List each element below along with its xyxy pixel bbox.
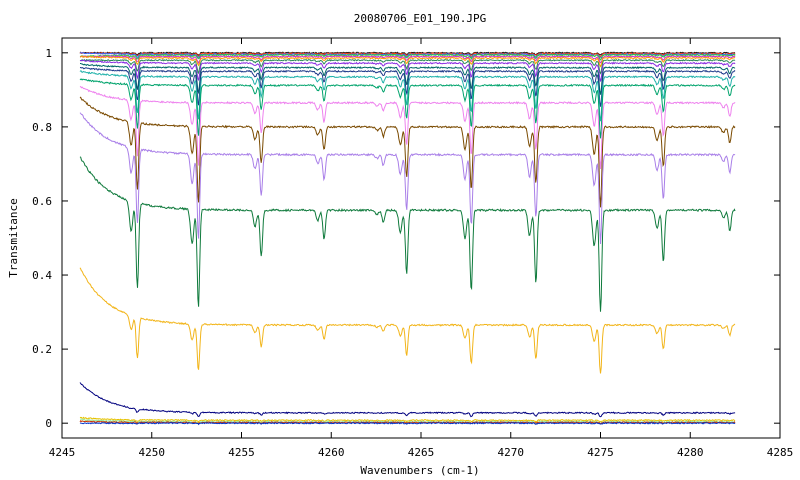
series-line-18 [79,416,736,424]
x-tick-label: 4275 [587,446,614,459]
x-tick-label: 4250 [139,446,166,459]
series-line-21 [79,421,736,426]
y-tick-label: 0.4 [32,269,52,282]
series-group [79,51,736,426]
series-line-9 [79,66,736,107]
x-tick-label: 4255 [228,446,255,459]
y-tick-label: 0.2 [32,343,52,356]
y-axis-label: Transmitance [7,198,20,277]
x-tick-label: 4260 [318,446,345,459]
series-line-1 [79,51,736,58]
series-line-8 [80,63,736,95]
y-tick-label: 0 [45,417,52,430]
axis-ticks: 4245 4250 4255 4260 4265 4270 4275 4280 4285 0 0.2… [32,38,793,459]
y-tick-label: 0.8 [32,121,52,134]
series-line-15 [79,156,736,312]
x-tick-label: 4270 [498,446,525,459]
series-line-3 [79,53,736,61]
chart-title: 20080706_E01_190.JPG [354,12,486,25]
series-line-16 [79,267,736,374]
y-tick-label: 1 [45,47,52,60]
x-tick-label: 4285 [767,446,794,459]
series-line-5 [79,55,736,68]
series-line-4 [79,55,736,65]
x-tick-label: 4245 [49,446,76,459]
series-line-14 [79,112,736,245]
series-line-7 [79,59,736,82]
series-line-10 [79,70,736,122]
x-axis-label: Wavenumbers (cm-1) [360,464,479,477]
series-line-6 [79,58,736,75]
series-line-12 [79,85,736,170]
y-tick-label: 0.6 [32,195,52,208]
series-line-13 [79,96,736,208]
x-tick-label: 4280 [677,446,704,459]
series-line-11 [79,78,736,139]
series-line-17 [79,382,736,418]
x-tick-label: 4265 [408,446,435,459]
